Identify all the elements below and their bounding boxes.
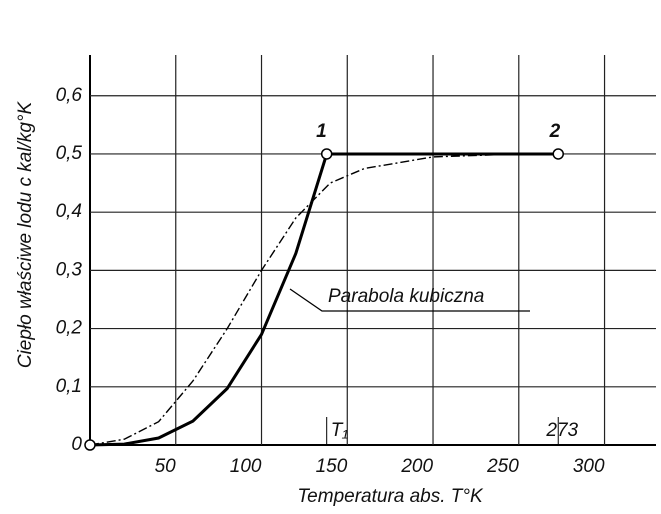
x-tick-label: 250	[486, 456, 519, 477]
y-axis-label: Ciepło właściwe lodu c kal/kg°K	[15, 101, 36, 369]
point-marker	[84, 439, 96, 451]
annotation: T₁	[331, 420, 349, 441]
point-label: 1	[316, 121, 327, 142]
y-tick-label: 0,3	[56, 259, 83, 280]
annotation: Parabola kubiczna	[328, 286, 484, 307]
point-marker	[320, 148, 333, 160]
x-axis-label: Temperatura abs. T°K	[297, 486, 484, 507]
y-tick-label: 0,1	[56, 376, 82, 397]
x-tick-label: 300	[573, 456, 605, 477]
point-marker	[552, 148, 564, 160]
leader-line	[289, 288, 530, 312]
x-tick-label: 100	[230, 456, 262, 477]
x-tick-label: 150	[316, 456, 348, 477]
point-label: 2	[549, 121, 561, 142]
annotation: 273	[545, 420, 578, 441]
y-tick-label: 0	[71, 434, 82, 455]
x-tick-label: 50	[155, 456, 177, 477]
y-tick-label: 0,5	[56, 143, 83, 164]
line-series	[89, 152, 559, 447]
y-tick-label: 0,4	[56, 201, 82, 222]
line-series	[89, 153, 519, 446]
y-tick-label: 0,2	[56, 318, 83, 339]
x-tick-label: 200	[400, 456, 433, 477]
y-tick-label: 0,6	[56, 85, 83, 106]
